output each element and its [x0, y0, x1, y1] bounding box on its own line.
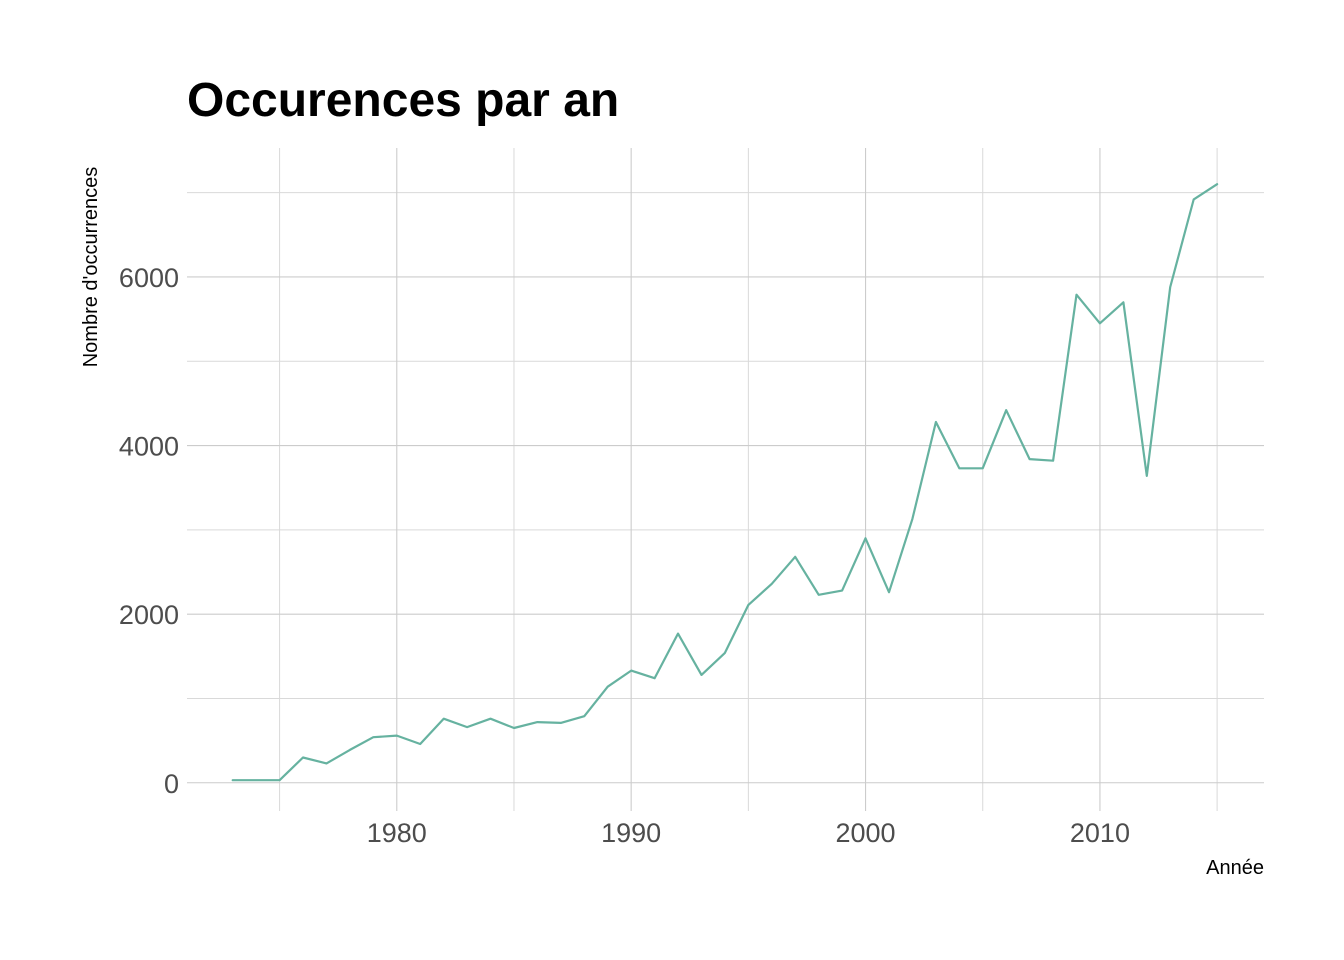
series-line: [231, 183, 1219, 782]
x-tick-label: 1980: [367, 818, 427, 848]
x-tick-label: 1990: [601, 818, 661, 848]
x-tick-label: 2000: [836, 818, 896, 848]
y-tick-label: 2000: [119, 600, 179, 630]
x-axis-ticks: 1980 1990 2000 2010: [367, 818, 1130, 848]
x-tick-label: 2010: [1070, 818, 1130, 848]
y-axis-ticks: 0 2000 4000 6000: [119, 263, 179, 799]
y-tick-label: 0: [164, 769, 179, 799]
series-layer: [231, 183, 1219, 782]
y-axis-title: Nombre d'occurrences: [80, 167, 102, 368]
major-gridlines: [187, 148, 1264, 811]
chart-title: Occurences par an: [187, 74, 619, 127]
x-axis-title: Année: [1206, 857, 1264, 879]
minor-gridlines: [187, 148, 1264, 811]
y-tick-label: 4000: [119, 432, 179, 462]
y-tick-label: 6000: [119, 263, 179, 293]
